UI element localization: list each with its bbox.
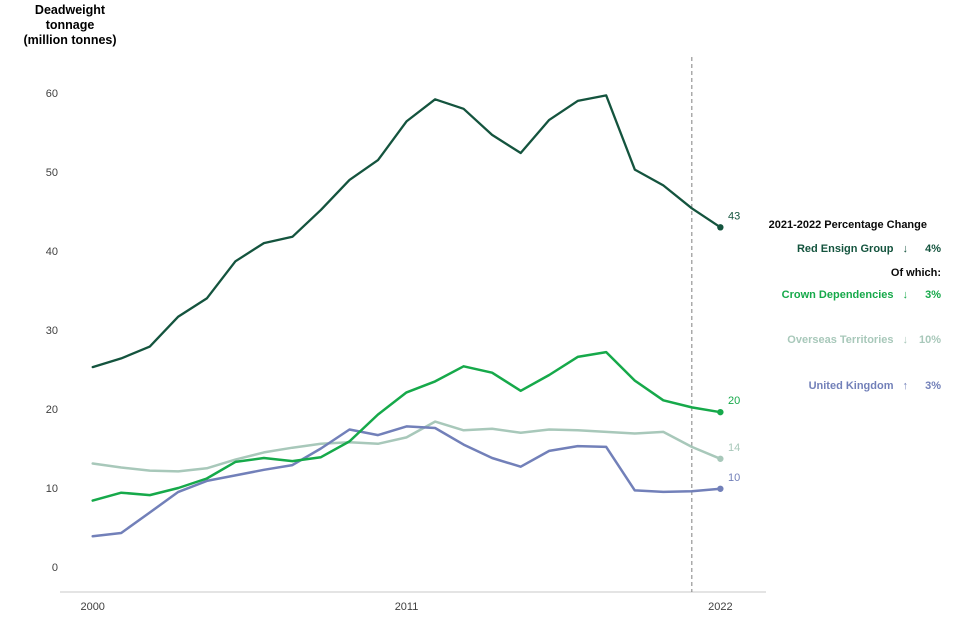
x-tick-label-2022: 2022 (708, 601, 732, 613)
legend-percentage: 3% (925, 289, 941, 301)
y-tick-label-50: 50 (46, 167, 58, 179)
series-end-dot-red-ensign-group (717, 224, 724, 231)
y-tick-label-0: 0 (52, 562, 58, 574)
legend-row-of-which: Of which: (891, 267, 941, 279)
legend-label: United Kingdom (808, 380, 894, 392)
down-arrow-icon: ↓ (902, 289, 909, 301)
series-end-label-red-ensign-group: 43 (728, 210, 740, 222)
legend-row-red-ensign-group: Red Ensign Group ↓ 4% (797, 243, 941, 255)
legend-label: Overseas Territories (787, 334, 894, 346)
legend-percentage: 4% (925, 243, 941, 255)
series-line-united-kingdom (91, 425, 722, 538)
down-arrow-icon: ↓ (902, 243, 909, 255)
legend-label: Of which: (890, 267, 941, 279)
down-arrow-icon: ↓ (902, 334, 909, 346)
series-line-red-ensign-group (91, 94, 722, 369)
legend-percentage: 3% (925, 380, 941, 392)
y-tick-label-30: 30 (46, 325, 58, 337)
legend-row-overseas-territories: Overseas Territories ↓ 10% (787, 334, 941, 346)
series-end-dot-crown-dependencies (717, 408, 724, 416)
y-tick-label-40: 40 (46, 246, 58, 258)
series-line-overseas-territories (91, 420, 722, 473)
chart-title-line2: (million tonnes) (23, 33, 117, 47)
series-end-dot-overseas-territories (717, 455, 724, 462)
legend: 2021-2022 Percentage Change Red Ensign G… (711, 0, 941, 640)
chart-title: Deadweight tonnage (million tonnes) (9, 3, 131, 48)
legend-label: Red Ensign Group (796, 243, 894, 255)
x-tick-label-2011: 2011 (395, 601, 419, 613)
series-end-label-united-kingdom: 10 (728, 472, 740, 484)
y-tick-label-10: 10 (46, 483, 58, 495)
chart-title-line1: Deadweight tonnage (34, 3, 106, 32)
legend-row-crown-dependencies: Crown Dependencies ↓ 3% (782, 289, 941, 301)
y-tick-label-60: 60 (46, 88, 58, 100)
legend-label: Crown Dependencies (781, 289, 894, 301)
legend-percentage: 10% (918, 334, 941, 346)
up-arrow-icon: ↑ (902, 380, 909, 392)
series-line-crown-dependencies (91, 350, 722, 502)
legend-row-united-kingdom: United Kingdom ↑ 3% (809, 380, 941, 392)
x-tick-label-2000: 2000 (80, 601, 104, 613)
series-end-label-overseas-territories: 14 (728, 442, 740, 454)
series-end-label-crown-dependencies: 20 (728, 395, 740, 407)
y-tick-label-20: 20 (46, 404, 58, 416)
legend-header: 2021-2022 Percentage Change (768, 219, 927, 231)
series-end-dot-united-kingdom (717, 485, 724, 492)
